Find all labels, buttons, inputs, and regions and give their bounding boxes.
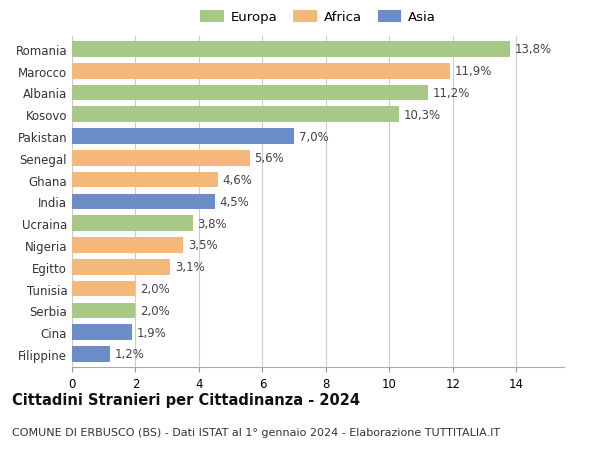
Text: 2,0%: 2,0% [140,282,170,296]
Text: 2,0%: 2,0% [140,304,170,317]
Text: 3,5%: 3,5% [188,239,217,252]
Text: 1,2%: 1,2% [115,347,145,361]
Text: Cittadini Stranieri per Cittadinanza - 2024: Cittadini Stranieri per Cittadinanza - 2… [12,392,360,408]
Text: 11,9%: 11,9% [454,65,492,78]
Text: 11,2%: 11,2% [432,87,470,100]
Text: 4,6%: 4,6% [223,174,253,187]
Text: 4,5%: 4,5% [220,196,250,208]
Bar [72,107,399,123]
Bar [72,303,136,319]
Text: 10,3%: 10,3% [404,108,441,122]
Text: COMUNE DI ERBUSCO (BS) - Dati ISTAT al 1° gennaio 2024 - Elaborazione TUTTITALIA: COMUNE DI ERBUSCO (BS) - Dati ISTAT al 1… [12,427,500,437]
Bar [72,64,450,79]
Bar [72,281,136,297]
Bar [72,85,428,101]
Bar [72,347,110,362]
Bar [72,151,250,166]
Text: 13,8%: 13,8% [515,43,552,56]
Text: 1,9%: 1,9% [137,326,167,339]
Legend: Europa, Africa, Asia: Europa, Africa, Asia [197,8,439,27]
Bar [72,216,193,231]
Text: 5,6%: 5,6% [254,152,284,165]
Bar [72,238,183,253]
Bar [72,325,133,340]
Text: 7,0%: 7,0% [299,130,329,143]
Bar [72,42,510,57]
Bar [72,129,294,145]
Text: 3,1%: 3,1% [175,261,205,274]
Text: 3,8%: 3,8% [197,217,227,230]
Bar [72,194,215,210]
Bar [72,173,218,188]
Bar [72,259,170,275]
